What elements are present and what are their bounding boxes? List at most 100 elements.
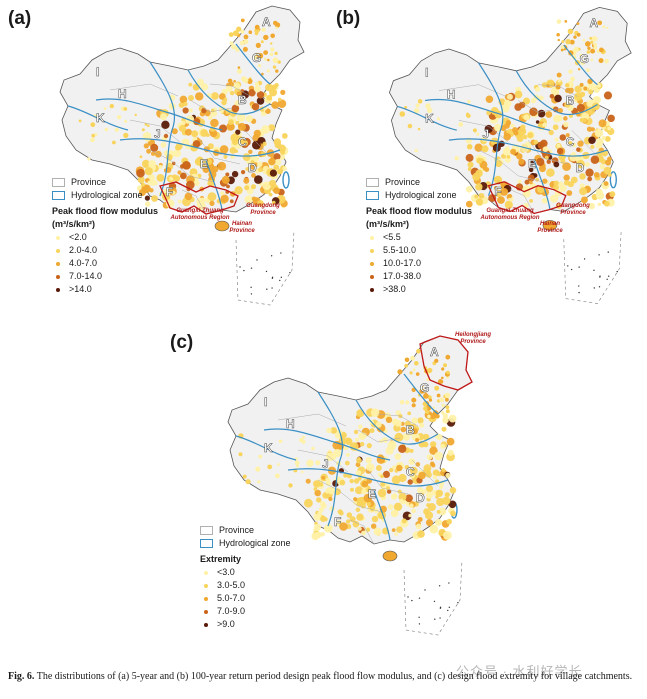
zone-boundary	[373, 489, 391, 541]
catchment-patch	[228, 32, 234, 37]
catchment-patch	[179, 95, 188, 104]
catchment-patch	[415, 462, 421, 467]
province-boundary	[458, 120, 509, 143]
zone-boundary	[533, 159, 551, 210]
catchment-patch	[405, 494, 413, 503]
catchment-patch	[449, 487, 457, 494]
catchment-patch	[556, 32, 560, 37]
catchment-patch	[373, 527, 382, 536]
catchment-patch	[445, 472, 451, 478]
catchment-patch	[252, 140, 261, 150]
catchment-patch	[231, 44, 237, 50]
catchment-patch	[563, 174, 570, 181]
catchment-patch	[435, 518, 443, 526]
catchment-patch	[241, 170, 246, 175]
catchment-patch	[260, 40, 264, 44]
catchment-patch	[474, 194, 479, 199]
catchment-patch	[366, 527, 371, 532]
sea-island-dot	[418, 623, 421, 625]
catchment-patch	[550, 194, 559, 203]
catchment-patch	[234, 100, 241, 106]
legend-class: 3.0-5.0	[217, 580, 246, 590]
zone-boundary	[317, 391, 344, 527]
zone-boundary	[235, 43, 271, 85]
catchment-patch	[595, 191, 605, 200]
catchment-patch	[510, 148, 517, 155]
catchment-patch	[573, 46, 579, 53]
catchment-patch	[585, 162, 590, 167]
zone-boundary	[187, 69, 271, 115]
catchment-patch	[316, 497, 322, 503]
catchment-patch	[191, 130, 199, 138]
catchment-patch	[529, 160, 535, 166]
catchment-patch	[422, 433, 430, 441]
catchment-patch	[398, 444, 407, 453]
catchment-patch	[555, 114, 563, 122]
catchment-patch	[177, 199, 182, 204]
catchment-patch	[559, 134, 567, 141]
catchment-patch	[275, 473, 280, 479]
catchment-patch	[432, 410, 439, 416]
catchment-patch	[438, 507, 447, 516]
catchment-patch	[322, 492, 330, 499]
catchment-patch	[607, 156, 612, 162]
catchment-patch	[503, 133, 511, 141]
catchment-patch	[353, 501, 357, 505]
catchment-patch	[571, 142, 577, 148]
catchment-patch	[253, 175, 263, 184]
catchment-patch	[501, 104, 510, 113]
catchment-patch	[226, 85, 233, 92]
catchment-patch	[393, 502, 403, 511]
catchment-patch	[175, 144, 181, 151]
legend-dot	[204, 609, 208, 614]
legend: Province Hydrological zone Extremity <3.…	[200, 524, 320, 631]
china-map-a: A B CD E F G H I J K	[59, 5, 305, 306]
catchment-patch	[446, 437, 455, 446]
catchment-patch	[458, 122, 464, 127]
china-map-b: A B CD E F G H I J K	[389, 6, 632, 304]
zone-boundary	[67, 105, 129, 131]
legend-zone-label: Hydrological zone	[219, 538, 291, 548]
catchment-patch	[248, 30, 253, 34]
catchment-patch	[586, 50, 591, 54]
catchment-patch	[497, 196, 505, 204]
catchment-patch	[324, 524, 333, 533]
catchment-patch	[573, 35, 577, 39]
catchment-patch	[527, 132, 534, 139]
catchment-patch	[256, 97, 265, 105]
legend-province: Province	[200, 524, 320, 537]
sea-island-dot	[239, 266, 241, 268]
catchment-patch	[180, 164, 185, 169]
legend-province-label: Province	[219, 525, 255, 535]
zone-boundary	[563, 44, 598, 86]
catchment-patch	[546, 159, 551, 165]
catchment-patch	[206, 133, 210, 138]
catchment-patch	[321, 475, 326, 480]
sea-island-dot	[243, 269, 245, 272]
legend-dot	[370, 235, 374, 240]
catchment-patch	[580, 196, 588, 204]
catchment-patch	[361, 530, 366, 536]
zone-letter-f: F	[166, 185, 173, 199]
catchment-patch	[87, 157, 91, 161]
catchment-patch	[210, 118, 219, 128]
catchment-patch	[417, 417, 424, 424]
catchment-patch	[409, 466, 418, 475]
catchment-patch	[535, 86, 541, 92]
catchment-patch	[435, 489, 443, 497]
catchment-patch	[555, 84, 561, 90]
sea-island-dot	[578, 291, 580, 294]
catchment-patch	[528, 167, 534, 173]
catchment-patch	[195, 92, 204, 101]
legend-dot	[56, 274, 60, 279]
catchment-patch	[356, 457, 362, 464]
catchment-patch	[488, 194, 497, 203]
province-boundary	[571, 130, 598, 157]
catchment-patch	[387, 440, 397, 450]
catchment-patch	[474, 143, 483, 152]
catchment-patch	[467, 100, 471, 104]
catchment-patch	[409, 371, 413, 375]
catchment-patch	[404, 420, 411, 427]
legend-class: 17.0-38.0	[383, 271, 422, 281]
catchment-patch	[277, 60, 281, 64]
